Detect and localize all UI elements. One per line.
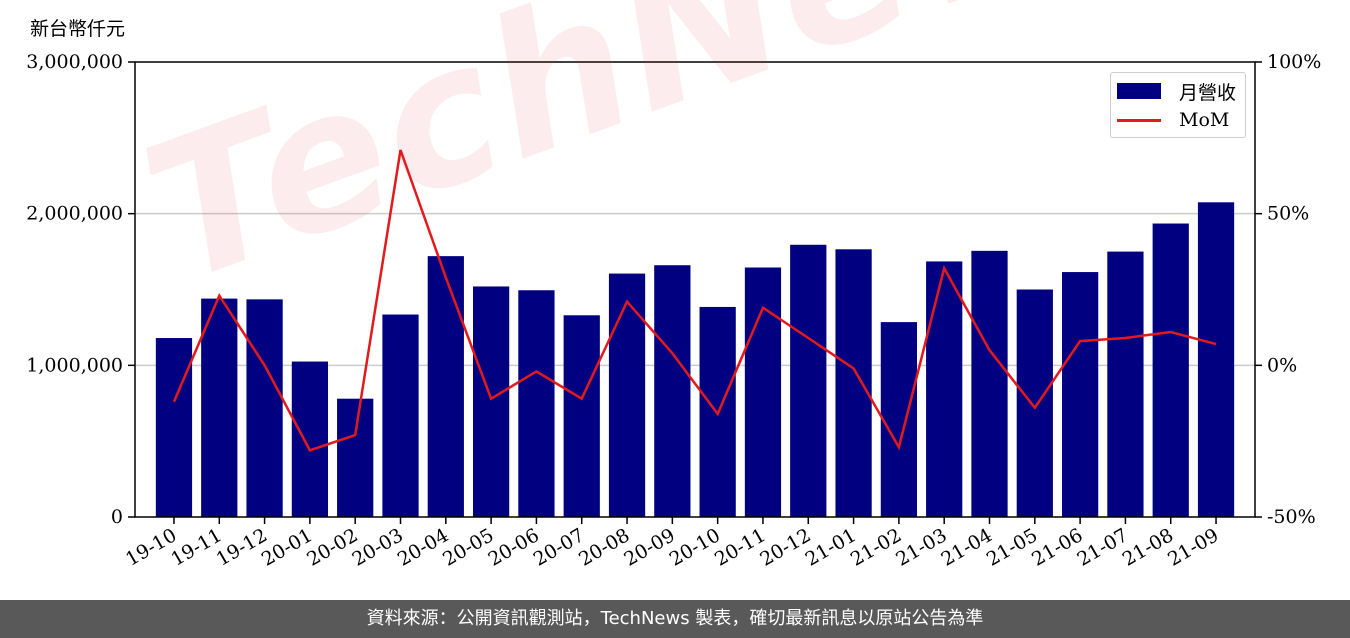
bar-series [155, 202, 1235, 518]
revenue-bar [1016, 289, 1053, 517]
legend-bar-swatch [1117, 83, 1161, 99]
revenue-bar [563, 315, 600, 517]
mom-line-series [172, 149, 1217, 452]
x-tick-label: 19-11 [167, 524, 225, 570]
right-y-tick-label: 0% [1267, 354, 1297, 376]
revenue-bar [518, 290, 555, 517]
legend: 月營收 MoM [1110, 72, 1246, 138]
revenue-bar [382, 314, 419, 517]
y-axis-unit-label: 新台幣仟元 [30, 18, 126, 40]
x-tick-label: 21-07 [1073, 524, 1131, 570]
x-tick-label: 21-03 [892, 524, 950, 570]
x-tick-label: 21-05 [983, 524, 1041, 570]
revenue-bar [608, 273, 646, 517]
revenue-bar [1197, 202, 1235, 517]
revenue-bar [790, 244, 827, 517]
right-y-axis: -50% 0% 50% 100% [1255, 51, 1321, 528]
revenue-bar [835, 249, 872, 517]
revenue-bar [155, 338, 193, 517]
legend-line-swatch [1117, 118, 1161, 122]
left-y-tick-label: 3,000,000 [26, 51, 123, 73]
revenue-bar [971, 250, 1008, 517]
x-tick-label: 21-06 [1028, 524, 1086, 570]
plot-frame [134, 61, 1256, 518]
right-y-tick-label: 100% [1267, 51, 1321, 73]
x-tick-label: 20-09 [620, 524, 678, 570]
source-footer: 資料來源：公開資訊觀測站，TechNews 製表，確切最新訊息以原站公告為準 [0, 600, 1350, 638]
x-tick-label: 20-07 [530, 524, 588, 570]
left-y-axis: 0 1,000,000 2,000,000 3,000,000 [26, 51, 135, 528]
mom-line [172, 149, 1217, 452]
revenue-bar [880, 322, 918, 517]
revenue-bar [654, 265, 691, 517]
revenue-bar [337, 398, 374, 517]
revenue-bar [246, 299, 283, 517]
right-y-tick-label: 50% [1267, 203, 1309, 225]
x-tick-label: 19-12 [213, 524, 271, 570]
x-tick-label: 21-04 [938, 524, 996, 570]
x-tick-label: 20-01 [258, 524, 316, 570]
revenue-bar [1107, 251, 1144, 518]
x-axis: 19-1019-1119-1220-0120-0220-0320-0420-05… [122, 517, 1223, 571]
revenue-bar [427, 256, 464, 517]
revenue-bar [291, 361, 329, 517]
left-y-tick-label: 0 [111, 506, 123, 528]
chart: 0 1,000,000 2,000,000 3,000,000 -50% 0% 50% 10… [26, 51, 1321, 571]
revenue-bar [1152, 223, 1189, 517]
x-tick-label: 20-04 [394, 524, 452, 570]
revenue-bar [201, 298, 238, 517]
x-tick-label: 20-02 [303, 524, 361, 570]
revenue-bar [472, 286, 510, 517]
x-tick-label: 21-02 [847, 524, 905, 570]
right-y-tick-label: -50% [1267, 506, 1316, 528]
left-y-tick-label: 2,000,000 [26, 203, 123, 225]
x-tick-label: 20-11 [711, 524, 769, 570]
x-tick-label: 20-10 [666, 524, 724, 570]
x-tick-label: 20-06 [484, 524, 542, 570]
legend-item-revenue: 月營收 [1117, 78, 1236, 104]
x-tick-label: 21-01 [802, 524, 860, 570]
legend-label-revenue: 月營收 [1179, 81, 1237, 104]
left-y-tick-label: 1,000,000 [26, 354, 123, 376]
x-tick-label: 21-09 [1164, 524, 1222, 570]
x-tick-label: 20-12 [756, 524, 814, 570]
x-tick-label: 20-08 [575, 524, 633, 570]
legend-label-mom: MoM [1179, 109, 1230, 131]
legend-item-mom: MoM [1117, 107, 1229, 133]
x-tick-label: 21-08 [1119, 524, 1177, 570]
x-tick-label: 20-05 [439, 524, 497, 570]
revenue-bar [926, 261, 963, 517]
x-tick-label: 19-10 [122, 524, 180, 570]
revenue-bar [1061, 272, 1099, 517]
x-tick-label: 20-03 [349, 524, 407, 570]
revenue-bar [744, 267, 782, 517]
